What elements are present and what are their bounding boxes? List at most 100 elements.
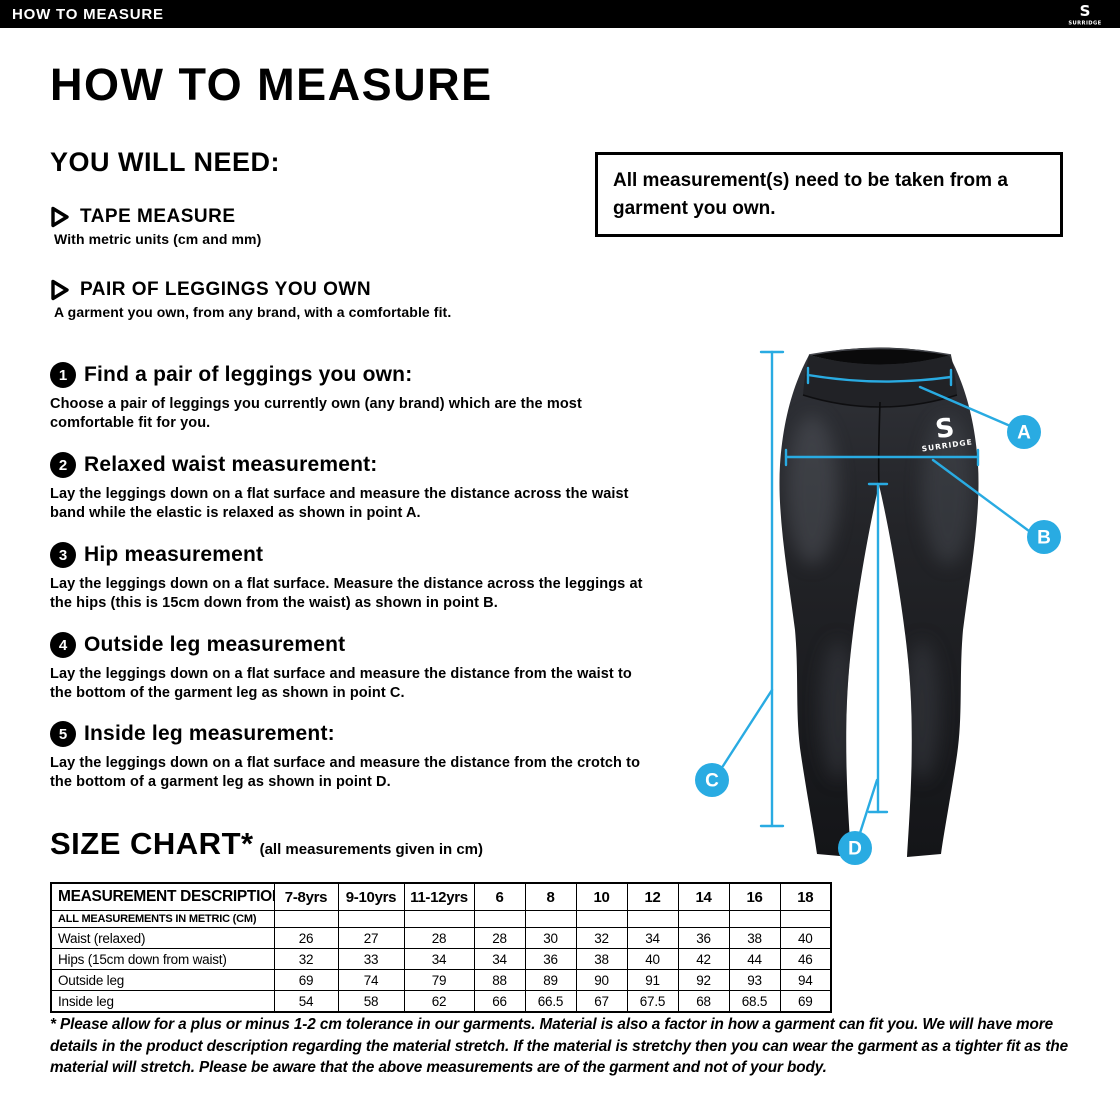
svg-text:SURRIDGE: SURRIDGE bbox=[1068, 21, 1101, 27]
value-cell: 74 bbox=[337, 969, 405, 991]
value-cell: 67.5 bbox=[626, 990, 679, 1013]
step-4: 4 Outside leg measurement Lay the leggings… bbox=[50, 632, 655, 703]
step-description: Lay the leggings down on a flat surface … bbox=[50, 755, 641, 791]
column-header-size: 7-8yrs bbox=[273, 882, 339, 911]
value-cell: 28 bbox=[473, 927, 526, 949]
value-cell: 46 bbox=[779, 948, 832, 970]
need-item-tape-measure: TAPE MEASURE With metric units (cm and m… bbox=[50, 206, 261, 247]
point-c-badge bbox=[695, 763, 729, 797]
column-header-description: MEASUREMENT DESCRIPTION bbox=[50, 882, 275, 911]
waist-opening bbox=[809, 347, 951, 365]
column-header-size: 8 bbox=[524, 882, 577, 911]
empty-cell bbox=[779, 910, 832, 928]
step-title: Relaxed waist measurement: bbox=[84, 453, 378, 476]
size-chart-title: SIZE CHART* bbox=[50, 826, 254, 861]
empty-cell bbox=[337, 910, 405, 928]
step-title: Find a pair of leggings you own: bbox=[84, 363, 413, 386]
step-description: Lay the leggings down on a flat surface … bbox=[50, 486, 629, 522]
value-cell: 36 bbox=[677, 927, 730, 949]
svg-text:B: B bbox=[1037, 528, 1051, 549]
column-header-size: 6 bbox=[473, 882, 526, 911]
svg-text:S: S bbox=[934, 413, 957, 445]
value-cell: 34 bbox=[473, 948, 526, 970]
value-cell: 38 bbox=[728, 927, 781, 949]
page-title: HOW TO MEASURE bbox=[50, 59, 493, 110]
value-cell: 40 bbox=[626, 948, 679, 970]
step-number-badge: 4 bbox=[50, 632, 76, 658]
row-label-cell: Hips (15cm down from waist) bbox=[50, 948, 275, 970]
empty-cell bbox=[273, 910, 339, 928]
value-cell: 68 bbox=[677, 990, 730, 1013]
value-cell: 62 bbox=[403, 990, 475, 1013]
empty-cell bbox=[728, 910, 781, 928]
value-cell: 34 bbox=[626, 927, 679, 949]
value-cell: 58 bbox=[337, 990, 405, 1013]
empty-cell bbox=[626, 910, 679, 928]
row-label-cell: Waist (relaxed) bbox=[50, 927, 275, 949]
inside-leg-leader-line bbox=[858, 778, 879, 835]
value-cell: 26 bbox=[273, 927, 339, 949]
svg-text:S: S bbox=[1080, 2, 1091, 20]
value-cell: 44 bbox=[728, 948, 781, 970]
need-item-label: TAPE MEASURE bbox=[80, 206, 236, 227]
value-cell: 89 bbox=[524, 969, 577, 991]
column-header-size: 18 bbox=[779, 882, 832, 911]
value-cell: 79 bbox=[403, 969, 475, 991]
row-label-cell: Inside leg bbox=[50, 990, 275, 1013]
value-cell: 40 bbox=[779, 927, 832, 949]
value-cell: 66 bbox=[473, 990, 526, 1013]
svg-text:C: C bbox=[705, 771, 719, 792]
value-cell: 69 bbox=[273, 969, 339, 991]
table-row: Hips (15cm down from waist) 32 33 34 34 36 38 4… bbox=[50, 948, 832, 970]
value-cell: 94 bbox=[779, 969, 832, 991]
size-chart-table: MEASUREMENT DESCRIPTION 7-8yrs 9-10yrs 11-1… bbox=[50, 882, 832, 1013]
empty-cell bbox=[677, 910, 730, 928]
value-cell: 38 bbox=[575, 948, 628, 970]
point-a-badge bbox=[1007, 415, 1041, 449]
triangle-bullet-icon bbox=[51, 206, 69, 228]
you-will-need-heading: YOU WILL NEED: bbox=[50, 147, 281, 177]
row-label-cell: Outside leg bbox=[50, 969, 275, 991]
measurement-note-box: All measurement(s) need to be taken from… bbox=[595, 152, 1063, 238]
step-number-badge: 2 bbox=[50, 452, 76, 478]
leggings-measurement-diagram: S SURRIDGE A B bbox=[695, 347, 1061, 865]
empty-cell bbox=[473, 910, 526, 928]
value-cell: 90 bbox=[575, 969, 628, 991]
step-2: 2 Relaxed waist measurement: Lay the leggi… bbox=[50, 452, 655, 523]
outside-leg-leader-line bbox=[721, 688, 774, 768]
top-bar-title: HOW TO MEASURE bbox=[12, 5, 164, 23]
need-item-leggings: PAIR OF LEGGINGS YOU OWN A garment you o… bbox=[50, 279, 451, 320]
step-1: 1 Find a pair of leggings you own: Choose … bbox=[50, 362, 655, 433]
table-row: Inside leg 54 58 62 66 66.5 67 67.5 68 68.5 69 bbox=[50, 990, 832, 1013]
diagram-point-labels: A B C D bbox=[695, 415, 1061, 865]
value-cell: 88 bbox=[473, 969, 526, 991]
table-row: Outside leg 69 74 79 88 89 90 91 92 93 94 bbox=[50, 969, 832, 991]
column-header-size: 14 bbox=[677, 882, 730, 911]
step-description: Choose a pair of leggings you currently … bbox=[50, 396, 582, 432]
point-d-badge bbox=[838, 831, 872, 865]
empty-cell bbox=[524, 910, 577, 928]
value-cell: 32 bbox=[273, 948, 339, 970]
value-cell: 93 bbox=[728, 969, 781, 991]
point-b-badge bbox=[1027, 520, 1061, 554]
step-title: Inside leg measurement: bbox=[84, 722, 335, 745]
step-number-badge: 5 bbox=[50, 721, 76, 747]
value-cell: 66.5 bbox=[524, 990, 577, 1013]
step-number-badge: 3 bbox=[50, 542, 76, 568]
value-cell: 32 bbox=[575, 927, 628, 949]
need-item-description: With metric units (cm and mm) bbox=[54, 231, 262, 247]
metric-note-cell: ALL MEASUREMENTS IN METRIC (CM) bbox=[50, 910, 275, 928]
value-cell: 54 bbox=[273, 990, 339, 1013]
size-chart-heading: SIZE CHART* (all measurements given in c… bbox=[50, 826, 483, 862]
step-description: Lay the leggings down on a flat surface.… bbox=[50, 576, 643, 612]
waist-measure-line bbox=[806, 373, 953, 383]
hip-leader-line bbox=[931, 458, 1031, 533]
value-cell: 34 bbox=[403, 948, 475, 970]
size-chart-subtitle: (all measurements given in cm) bbox=[259, 841, 483, 858]
step-5: 5 Inside leg measurement: Lay the leggings… bbox=[50, 721, 655, 792]
value-cell: 67 bbox=[575, 990, 628, 1013]
value-cell: 42 bbox=[677, 948, 730, 970]
value-cell: 68.5 bbox=[728, 990, 781, 1013]
leggings-illustration: S SURRIDGE bbox=[779, 347, 979, 857]
